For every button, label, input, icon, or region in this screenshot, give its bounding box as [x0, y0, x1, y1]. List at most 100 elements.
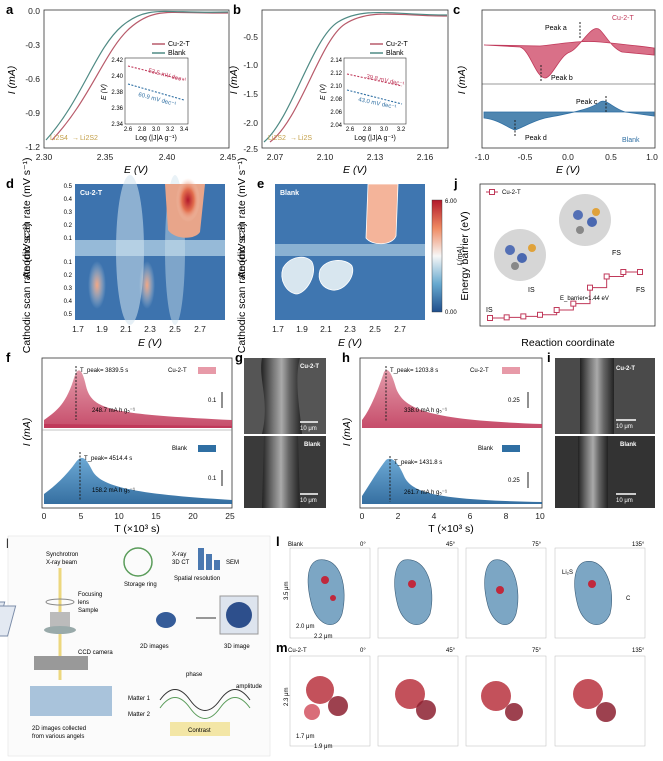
ytick: -1.0: [243, 60, 258, 70]
sem-g-bottom-fiber: [262, 436, 300, 508]
tomo-cluster: [505, 703, 523, 721]
dim-l-a: 3.5 μm: [284, 582, 290, 600]
panel-d: d Cu-2-T 1.7 1.9 2.1 2.3 2.5 2.7 E (V) A…: [6, 157, 225, 353]
cap-h-cu: 338.0 mA h g₅⁻¹: [404, 408, 447, 414]
panel-c-ylabel: I (mA): [456, 66, 468, 95]
xtick: 1.7: [72, 324, 84, 334]
tomo-blob: [394, 559, 433, 625]
panel-e-cathodic-2: [318, 260, 354, 291]
panel-c-cu-curve: [483, 28, 655, 79]
k-storage-ring: Storage ring: [124, 582, 157, 588]
legend-h-blank: Blank: [478, 446, 494, 452]
angle-l-45: 45°: [446, 542, 456, 548]
panel-a-frame: [43, 9, 230, 149]
k-matter-2: Matter 2: [128, 712, 151, 718]
peak-d-label: Peak d: [525, 135, 547, 142]
tomo-cluster: [328, 696, 348, 716]
tomo-dot: [496, 586, 504, 594]
xtick: 1.0: [646, 152, 658, 162]
tomo-m-75: 75°: [465, 648, 547, 747]
angle-l-75: 75°: [532, 542, 542, 548]
xtick: 10: [535, 511, 545, 521]
sem-i-bottom-label: Blank: [620, 442, 637, 448]
sem-i-top-label: Cu-2-T: [616, 366, 635, 372]
k-wave-1: [159, 689, 251, 711]
reaction-a-arrow: →: [72, 135, 79, 142]
angle-l-0: 0°: [360, 542, 366, 548]
legend-b-cu: Cu-2-T: [386, 41, 409, 48]
k-xray3d-1: X-ray: [172, 552, 186, 558]
energy-profile-point: [537, 311, 543, 318]
panel-b-curve-blank: [263, 11, 448, 143]
xtick: 8: [504, 511, 509, 521]
tomo-cluster: [573, 679, 603, 709]
ytick: -0.9: [25, 108, 40, 118]
li2s-label: Li₂S: [562, 570, 573, 576]
colorbar-label: I (mA): [457, 246, 464, 265]
inset-xtick: 2.6: [124, 127, 133, 133]
xtick: 25: [225, 511, 235, 521]
angle-l-135: 135°: [632, 542, 645, 548]
legend-a-cu: Cu-2-T: [168, 41, 191, 48]
molecule-is: [494, 229, 546, 281]
panel-e: e Blank 1.7 1.9 2.1 2.3 2.5 2.7 E (V) An…: [236, 157, 464, 353]
k-collected-2: from various angels: [32, 734, 84, 740]
k-ccd-label: CCD camera: [78, 650, 113, 656]
panel-c-letter: c: [453, 2, 460, 17]
xtick: 1.9: [296, 324, 308, 334]
panel-e-xlabel: E (V): [338, 337, 362, 349]
panel-h-xlabel: T (×10³ s): [428, 523, 474, 535]
angle-m-0: 0°: [360, 648, 366, 654]
molecule-fs: [559, 194, 611, 246]
panel-a-ylabel: I (mA): [6, 66, 18, 95]
panel-b: b -0.5 -1.0 -1.5 -2.0 -2.5 2.07 2.10 2.1…: [228, 2, 449, 176]
tomo-cluster: [395, 679, 425, 709]
k-focusing: Focusing: [78, 592, 102, 598]
angle-m-75: 75°: [532, 648, 542, 654]
atom: [505, 245, 515, 255]
ytick: -1.5: [243, 89, 258, 99]
energy-profile-point: [553, 307, 560, 314]
xtick: 2.07: [267, 152, 284, 162]
panel-a-yticks: 0.0 -0.3 -0.6 -0.9 -1.2: [25, 6, 40, 152]
xtick: 2.3: [344, 324, 356, 334]
panel-c-legend-blank: Blank: [622, 137, 640, 144]
tomo-box: [465, 547, 547, 639]
panel-d-col: [116, 175, 144, 325]
tomo-cluster: [306, 676, 334, 704]
inset-ytick: 2.38: [111, 90, 123, 96]
panel-j-ylabel: Energy barrier (eV): [459, 211, 471, 300]
inset-xtick: 2.6: [346, 127, 355, 133]
panel-i: i Cu-2-T 10 μm Blank 10 μm: [547, 350, 655, 508]
sem-i-bottom-fiber: [578, 436, 608, 508]
sem-g-bottom-scale: 10 μm: [300, 498, 317, 504]
tomo-m-135: 135°: [554, 648, 646, 747]
panel-e-band: [275, 244, 425, 256]
peak-c-label: Peak c: [576, 99, 598, 106]
panel-g: g Cu-2-T 10 μm Blank 10 μm: [235, 350, 326, 508]
carbon-label: C: [626, 596, 631, 602]
panel-m: m Cu-2-T 0° 45° 75° 135° 2.3 μm 1: [276, 640, 646, 750]
k-bar-3: [214, 560, 220, 570]
inset-ytick: 2.04: [330, 123, 342, 129]
panel-h-ylabel: I (mA): [341, 418, 353, 447]
legend-f-cu-swatch: [198, 367, 216, 374]
ytick: 0.2: [64, 223, 73, 229]
fs-label-2: FS: [612, 250, 621, 257]
tpeak-h-cu: T_peak= 1203.8 s: [390, 368, 438, 374]
k-bar-1: [198, 548, 204, 570]
panel-g-letter: g: [235, 350, 243, 365]
tpeak-h-blank: T_peak= 1431.8 s: [394, 460, 442, 466]
tomo-box: [289, 547, 371, 639]
inset-xtick: 3.4: [180, 127, 189, 133]
panel-e-cathodic-1: [281, 256, 314, 295]
xtick: 5: [79, 511, 84, 521]
energy-profile-point: [520, 313, 527, 320]
panel-l-letter: l: [276, 534, 280, 549]
panel-e-anodic-region: [365, 183, 399, 245]
panel-c-legend-cu: Cu-2-T: [612, 15, 635, 22]
panel-h-cu-peak: [362, 369, 542, 428]
energy-profile-point: [620, 269, 627, 275]
inset-b-cu-line: [346, 73, 403, 87]
